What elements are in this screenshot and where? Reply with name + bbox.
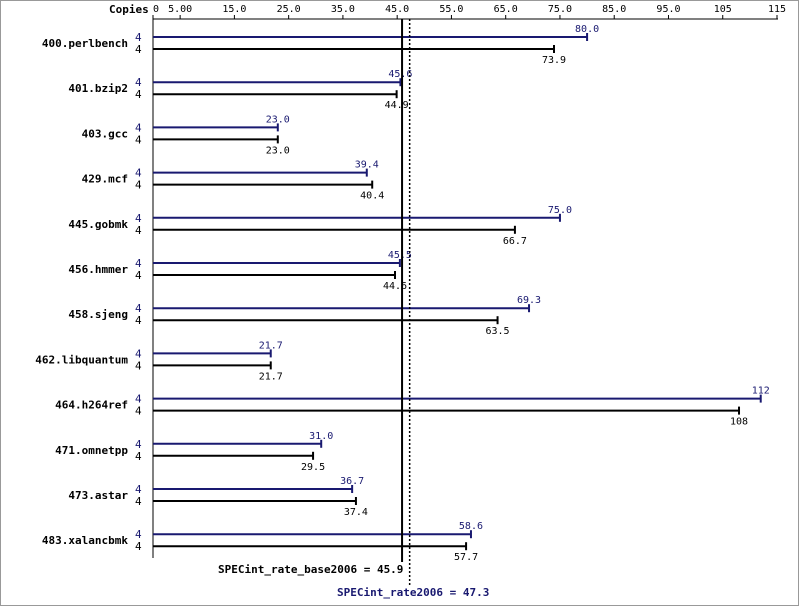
x-tick-label: 115 <box>768 4 786 15</box>
base-value-label: 44.6 <box>383 281 407 292</box>
peak-value-label: 69.3 <box>517 295 541 306</box>
peak-copies-label: 4 <box>135 438 142 451</box>
x-axis: 0 5.00 15.0 25.0 35.0 45.0 55.0 65.0 75.0 85.0 95.… <box>152 4 786 558</box>
x-tick-label: 25.0 <box>277 4 301 15</box>
base-copies-label: 4 <box>135 314 142 327</box>
base-copies-label: 4 <box>135 359 142 372</box>
benchmark-label: 456.hmmer <box>68 263 128 276</box>
peak-copies-label: 4 <box>135 76 142 89</box>
base-copies-label: 4 <box>135 405 142 418</box>
base-copies-label: 4 <box>135 179 142 192</box>
base-copies-label: 4 <box>135 540 142 553</box>
x-tick-label: 85.0 <box>602 4 626 15</box>
benchmark-label: 400.perlbench <box>42 37 128 50</box>
peak-copies-label: 4 <box>135 302 142 315</box>
peak-copies-label: 4 <box>135 483 142 496</box>
x-tick-label: 105 <box>714 4 732 15</box>
x-tick-label: 65.0 <box>494 4 518 15</box>
copies-axis-header: Copies <box>109 3 149 16</box>
benchmark-label: 429.mcf <box>82 173 128 186</box>
base-summary-label: SPECint_rate_base2006 = 45.9 <box>218 563 403 576</box>
peak-copies-label: 4 <box>135 347 142 360</box>
peak-value-label: 58.6 <box>459 521 483 532</box>
x-tick-label: 0 <box>153 4 159 15</box>
peak-value-label: 45.5 <box>388 250 412 261</box>
benchmark-label: 462.libquantum <box>35 353 128 366</box>
peak-copies-label: 4 <box>135 167 142 180</box>
base-value-label: 37.4 <box>344 507 368 518</box>
base-value-label: 21.7 <box>259 371 283 382</box>
peak-copies-label: 4 <box>135 528 142 541</box>
x-tick-label: 35.0 <box>331 4 355 15</box>
peak-value-label: 36.7 <box>340 476 364 487</box>
peak-value-label: 23.0 <box>266 114 290 125</box>
x-tick-label: 55.0 <box>439 4 463 15</box>
base-value-label: 63.5 <box>486 326 510 337</box>
base-value-label: 29.5 <box>301 462 325 473</box>
base-value-label: 44.9 <box>385 100 409 111</box>
base-copies-label: 4 <box>135 450 142 463</box>
peak-value-label: 75.0 <box>548 205 572 216</box>
x-tick-label: 5.00 <box>168 4 192 15</box>
peak-summary-label: SPECint_rate2006 = 47.3 <box>337 586 489 599</box>
peak-value-label: 80.0 <box>575 24 599 35</box>
summary-lines <box>401 19 411 587</box>
base-copies-label: 4 <box>135 269 142 282</box>
base-copies-label: 4 <box>135 224 142 237</box>
base-value-label: 57.7 <box>454 552 478 563</box>
benchmark-label: 458.sjeng <box>68 308 128 321</box>
base-copies-label: 4 <box>135 88 142 101</box>
x-tick-label: 45.0 <box>385 4 409 15</box>
peak-copies-label: 4 <box>135 31 142 44</box>
benchmark-label: 401.bzip2 <box>68 82 128 95</box>
peak-copies-label: 4 <box>135 257 142 270</box>
base-value-label: 66.7 <box>503 236 527 247</box>
base-value-label: 40.4 <box>360 191 384 202</box>
peak-copies-label: 4 <box>135 393 142 406</box>
benchmark-label: 473.astar <box>68 489 128 502</box>
benchmark-label: 464.h264ref <box>55 399 128 412</box>
peak-value-label: 45.6 <box>388 69 412 80</box>
peak-value-label: 31.0 <box>309 431 333 442</box>
benchmark-label: 483.xalancbmk <box>42 534 128 547</box>
base-value-label: 23.0 <box>266 145 290 156</box>
base-value-label: 73.9 <box>542 55 566 66</box>
base-copies-label: 4 <box>135 495 142 508</box>
benchmark-label: 471.omnetpp <box>55 444 128 457</box>
peak-value-label: 21.7 <box>259 340 283 351</box>
benchmark-label: 445.gobmk <box>68 218 128 231</box>
peak-copies-label: 4 <box>135 121 142 134</box>
x-tick-label: 75.0 <box>548 4 572 15</box>
base-copies-label: 4 <box>135 133 142 146</box>
peak-copies-label: 4 <box>135 212 142 225</box>
x-tick-label: 95.0 <box>656 4 680 15</box>
peak-value-label: 112 <box>752 386 770 397</box>
base-value-label: 108 <box>730 417 748 428</box>
base-copies-label: 4 <box>135 43 142 56</box>
x-tick-label: 15.0 <box>222 4 246 15</box>
peak-value-label: 39.4 <box>355 160 379 171</box>
benchmark-label: 403.gcc <box>82 127 128 140</box>
